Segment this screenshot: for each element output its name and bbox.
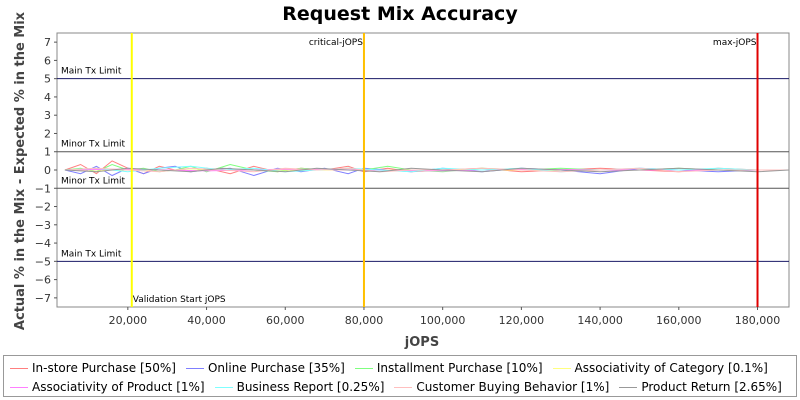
x-tick-label: 40,000 bbox=[187, 314, 226, 327]
series-line bbox=[64, 167, 790, 173]
legend-swatch bbox=[10, 367, 28, 369]
legend-label: Customer Buying Behavior [1%] bbox=[416, 380, 610, 394]
legend-label: Product Return [2.65%] bbox=[641, 380, 782, 394]
y-tick-label: 5 bbox=[44, 73, 51, 86]
legend-label: Associativity of Product [1%] bbox=[32, 380, 205, 394]
legend-swatch bbox=[619, 386, 638, 388]
y-axis-label: Actual % in the Mix - Expected % in the … bbox=[13, 11, 28, 330]
legend-item: Customer Buying Behavior [1%] bbox=[394, 380, 609, 394]
limit-line-label: Minor Tx Limit bbox=[61, 140, 126, 150]
legend-item: Product Return [2.65%] bbox=[619, 380, 782, 394]
legend-swatch bbox=[185, 367, 204, 369]
legend-item: Business Report [0.25%] bbox=[214, 380, 385, 394]
legend-swatch bbox=[394, 386, 413, 388]
legend-swatch bbox=[214, 386, 233, 388]
series-line bbox=[64, 167, 789, 173]
legend-label: Business Report [0.25%] bbox=[236, 380, 385, 394]
chart: Request Mix Accuracy 7 6 5 4 3 2 1 0 −1 −2 −3 −4 −5 −… bbox=[13, 3, 790, 350]
x-axis-label: jOPS bbox=[404, 335, 439, 350]
legend-swatch bbox=[10, 386, 28, 388]
marker-line-label: critical-jOPS bbox=[309, 38, 363, 48]
y-tick-label: 1 bbox=[44, 146, 51, 159]
legend-label: Associativity of Category [0.1%] bbox=[574, 361, 768, 375]
x-tick-label: 120,000 bbox=[499, 314, 545, 327]
legend-item: In-store Purchase [50%] bbox=[10, 361, 176, 375]
x-tick-label: 100,000 bbox=[420, 314, 466, 327]
marker-line-label: Validation Start jOPS bbox=[133, 295, 226, 305]
y-tick-label: −1 bbox=[35, 182, 51, 195]
y-tick-label: −3 bbox=[35, 219, 51, 232]
y-tick-label: 4 bbox=[44, 91, 51, 104]
legend-item: Online Purchase [35%] bbox=[185, 361, 345, 375]
chart-title: Request Mix Accuracy bbox=[282, 3, 518, 25]
y-tick-label: 0 bbox=[44, 164, 51, 177]
marker-line-label: max-jOPS bbox=[713, 38, 757, 48]
y-tick-label: 2 bbox=[44, 127, 51, 140]
limit-line-label: Main Tx Limit bbox=[61, 249, 122, 259]
legend: In-store Purchase [50%] Online Purchase [… bbox=[3, 355, 797, 397]
legend-swatch bbox=[552, 367, 571, 369]
legend-row: In-store Purchase [50%] Online Purchase [… bbox=[10, 359, 778, 377]
y-tick-label: 3 bbox=[44, 109, 51, 122]
legend-row: Associativity of Product [1%] Business Re… bbox=[10, 378, 792, 396]
y-tick-label: −6 bbox=[35, 274, 51, 287]
limit-line-label: Main Tx Limit bbox=[61, 67, 122, 77]
y-tick-label: −5 bbox=[35, 255, 51, 268]
legend-label: In-store Purchase [50%] bbox=[32, 361, 176, 375]
legend-swatch bbox=[354, 367, 373, 369]
legend-label: Installment Purchase [10%] bbox=[376, 361, 543, 375]
plot-area: 7 6 5 4 3 2 1 0 −1 −2 −3 −4 −5 −6 −7 20,000 40,000 60,000… bbox=[35, 32, 790, 327]
x-tick-label: 20,000 bbox=[109, 314, 148, 327]
x-tick-label: 180,000 bbox=[735, 314, 781, 327]
y-tick-label: 6 bbox=[44, 54, 51, 67]
x-tick-label: 80,000 bbox=[345, 314, 384, 327]
legend-item: Associativity of Product [1%] bbox=[10, 380, 205, 394]
y-tick-label: 7 bbox=[44, 36, 51, 49]
limit-line-label: Minor Tx Limit bbox=[61, 176, 126, 186]
legend-label: Online Purchase [35%] bbox=[207, 361, 345, 375]
x-tick-label: 140,000 bbox=[577, 314, 623, 327]
x-tick-label: 160,000 bbox=[656, 314, 702, 327]
y-tick-label: −7 bbox=[35, 292, 51, 305]
legend-item: Associativity of Category [0.1%] bbox=[552, 361, 768, 375]
y-tick-label: −2 bbox=[35, 201, 51, 214]
x-tick-label: 60,000 bbox=[266, 314, 305, 327]
legend-item: Installment Purchase [10%] bbox=[354, 361, 543, 375]
y-tick-label: −4 bbox=[35, 237, 51, 250]
